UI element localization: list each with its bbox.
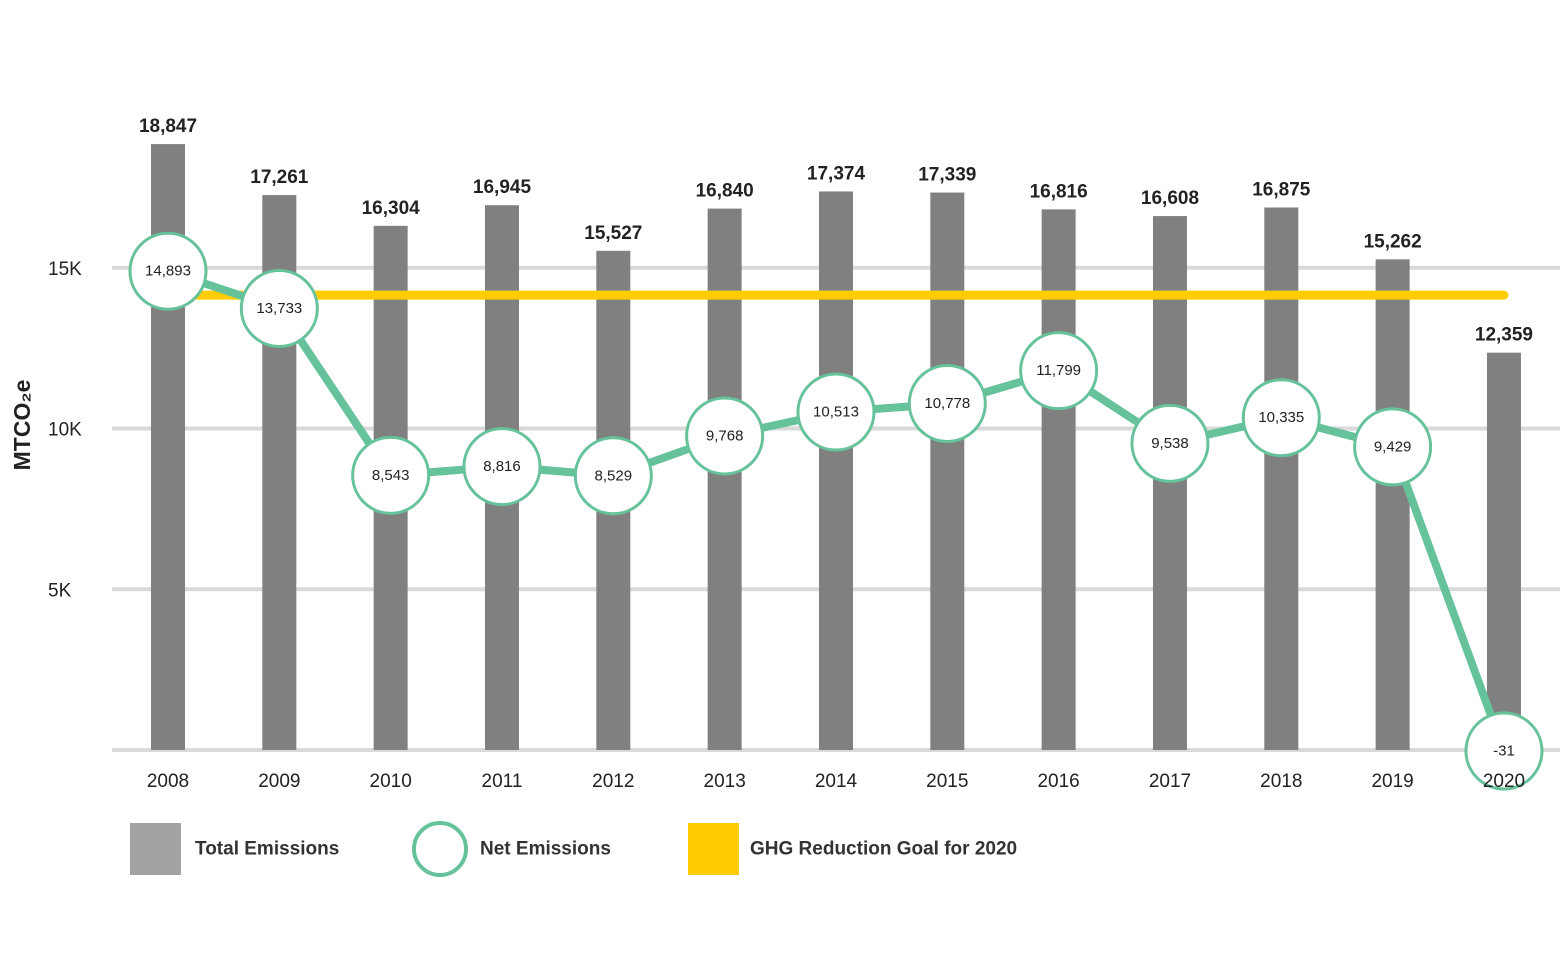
x-tick-label: 2014 [815, 771, 858, 792]
bar-label: 16,875 [1252, 179, 1311, 200]
x-tick-label: 2012 [592, 771, 634, 792]
net-point-label: -31 [1493, 742, 1515, 759]
net-point-label: 10,335 [1258, 409, 1304, 426]
legend-swatch-goal [688, 823, 739, 875]
net-point-2013 [685, 396, 765, 476]
net-point-label: 10,778 [924, 395, 970, 412]
x-tick-label: 2019 [1371, 771, 1413, 792]
bar-2013 [707, 208, 742, 750]
legend-label-total: Total Emissions [195, 839, 339, 860]
net-point-2012 [573, 436, 653, 516]
y-tick-label: 5K [48, 580, 72, 601]
net-point-label: 8,543 [372, 467, 410, 484]
bar-label: 16,840 [696, 181, 754, 202]
net-point-2019 [1353, 407, 1433, 487]
y-tick-label: 10K [48, 420, 82, 441]
net-emissions-line-group: 14,893 13,733 8,543 8,816 8,529 9,768 10,513 10… [128, 231, 1544, 791]
bar-2017 [1152, 216, 1187, 750]
net-point-2014 [796, 372, 876, 452]
x-tick-label: 2008 [147, 771, 189, 792]
x-tick-label: 2011 [482, 771, 523, 792]
bar-label: 16,816 [1030, 181, 1088, 202]
bar-label: 16,945 [473, 177, 532, 198]
bar-label: 17,261 [250, 167, 309, 188]
x-tick-label: 2016 [1037, 771, 1079, 792]
net-point-2009 [239, 268, 319, 348]
x-tick-label: 2015 [926, 771, 968, 792]
bar-2014 [818, 191, 853, 750]
bar-2019 [1375, 259, 1410, 750]
legend-swatch-total [130, 823, 181, 875]
bar-label: 17,339 [918, 165, 976, 186]
net-point-2020 [1464, 711, 1544, 791]
bar-2016 [1041, 209, 1076, 750]
x-tick-label: 2017 [1149, 771, 1191, 792]
net-point-2010 [351, 435, 431, 515]
net-point-2018 [1241, 378, 1321, 458]
bar-label: 18,847 [139, 116, 197, 137]
bar-label: 16,608 [1141, 188, 1199, 209]
x-tick-label: 2009 [258, 771, 300, 792]
net-point-label: 13,733 [256, 300, 302, 317]
bar-label: 16,304 [362, 198, 421, 219]
net-point-label: 9,768 [706, 427, 744, 444]
net-point-label: 9,429 [1374, 438, 1412, 455]
bar-2020 [1486, 352, 1521, 750]
net-point-2017 [1130, 403, 1210, 483]
net-point-label: 11,799 [1036, 362, 1081, 379]
bar-2018 [1264, 207, 1299, 750]
net-point-label: 10,513 [813, 404, 859, 421]
legend-label-net: Net Emissions [480, 839, 611, 860]
x-tick-label: 2020 [1483, 771, 1525, 792]
x-tick-label: 2018 [1260, 771, 1302, 792]
net-point-2015 [907, 363, 987, 443]
net-point-label: 9,538 [1151, 435, 1189, 452]
net-point-label: 8,529 [595, 467, 633, 484]
net-point-2016 [1019, 331, 1099, 411]
bar-label: 15,262 [1364, 231, 1422, 252]
x-tick-label: 2010 [370, 771, 412, 792]
legend-swatch-net [412, 821, 468, 877]
y-tick-label: 15K [48, 259, 82, 280]
bar-2015 [930, 192, 965, 750]
bar-label: 12,359 [1475, 325, 1533, 346]
net-point-2011 [462, 427, 542, 507]
legend: Total Emissions Net Emissions GHG Reduct… [130, 821, 1017, 877]
y-axis-label: MTCO₂e [9, 380, 35, 471]
net-point-2008 [128, 231, 208, 311]
x-axis: 2008 2009 2010 2011 2012 2013 2014 2015 2016 2017… [147, 771, 1525, 792]
net-point-label: 14,893 [145, 263, 191, 280]
legend-label-goal: GHG Reduction Goal for 2020 [750, 839, 1017, 860]
bar-label: 15,527 [584, 223, 642, 244]
net-point-label: 8,816 [483, 458, 521, 475]
x-tick-label: 2013 [704, 771, 746, 792]
bar-label: 17,374 [807, 163, 866, 184]
